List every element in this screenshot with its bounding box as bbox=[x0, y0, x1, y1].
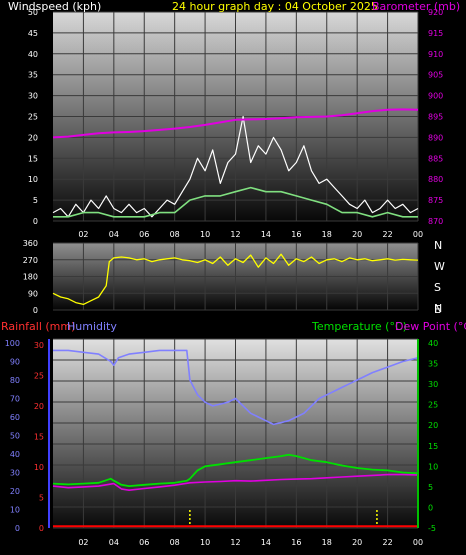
x-tick-top: 18 bbox=[322, 230, 332, 239]
temperature-y-tick: 35 bbox=[428, 360, 438, 369]
humidity-y-tick: 10 bbox=[10, 506, 20, 515]
wind-y-tick: 40 bbox=[28, 50, 38, 59]
barometer-y-tick: 900 bbox=[428, 92, 443, 101]
x-tick-bottom: 06 bbox=[139, 538, 149, 547]
barometer-y-tick: 905 bbox=[428, 71, 443, 80]
barometer-y-tick: 890 bbox=[428, 133, 443, 142]
x-tick-top: 20 bbox=[352, 230, 362, 239]
temperature-y-tick: 30 bbox=[428, 380, 438, 389]
humidity-y-tick: 60 bbox=[10, 413, 20, 422]
wind-y-tick: 35 bbox=[28, 71, 38, 80]
barometer-y-tick: 875 bbox=[428, 196, 443, 205]
humidity-y-tick: 0 bbox=[15, 524, 20, 533]
direction-y-tick: 270 bbox=[23, 256, 38, 265]
temperature-label: Temperature (°C) bbox=[311, 320, 407, 333]
wind-y-tick: 45 bbox=[28, 29, 38, 38]
temperature-line bbox=[52, 453, 419, 488]
barometer-y-tick: 870 bbox=[428, 217, 443, 226]
compass-label: N bbox=[434, 302, 442, 315]
humidity-y-tick: 80 bbox=[10, 376, 20, 385]
rain-y-tick: 5 bbox=[39, 494, 44, 503]
rain-y-tick: 0 bbox=[39, 524, 44, 533]
barometer-y-tick: 915 bbox=[428, 29, 443, 38]
humidity-y-tick: 20 bbox=[10, 487, 20, 496]
rain-y-tick: 20 bbox=[34, 402, 44, 411]
x-tick-top: 00 bbox=[413, 230, 423, 239]
humidity-label: Humidity bbox=[67, 320, 117, 333]
compass-label: W bbox=[434, 260, 445, 273]
barometer-y-tick: 880 bbox=[428, 175, 443, 184]
compass-label: E bbox=[434, 303, 441, 316]
x-tick-bottom: 00 bbox=[413, 538, 423, 547]
wind-average-line bbox=[53, 186, 418, 218]
temperature-y-tick: 10 bbox=[428, 462, 438, 471]
direction-y-tick: 0 bbox=[33, 306, 38, 315]
barometer-y-tick: 920 bbox=[428, 8, 443, 17]
x-tick-bottom: 20 bbox=[352, 538, 362, 547]
x-tick-top: 06 bbox=[139, 230, 149, 239]
barometer-y-tick: 895 bbox=[428, 113, 443, 122]
x-tick-bottom: 08 bbox=[170, 538, 180, 547]
direction-y-tick: 360 bbox=[23, 239, 38, 248]
wind-direction-line bbox=[52, 253, 419, 306]
wind-y-tick: 10 bbox=[28, 175, 38, 184]
x-tick-top: 10 bbox=[200, 230, 210, 239]
wind-y-tick: 50 bbox=[28, 8, 38, 17]
x-tick-top: 04 bbox=[109, 230, 119, 239]
humidity-line bbox=[53, 349, 419, 426]
x-tick-bottom: 16 bbox=[291, 538, 301, 547]
temperature-y-tick: -5 bbox=[428, 524, 436, 533]
humidity-y-tick: 30 bbox=[10, 469, 20, 478]
temperature-y-tick: 15 bbox=[428, 442, 438, 451]
wind-gust-line bbox=[52, 115, 419, 218]
barometer-line bbox=[52, 108, 419, 139]
temperature-y-tick: 20 bbox=[428, 421, 438, 430]
rain-y-tick: 30 bbox=[34, 341, 44, 350]
wind-y-tick: 15 bbox=[28, 154, 38, 163]
x-tick-top: 16 bbox=[291, 230, 301, 239]
x-tick-top: 02 bbox=[78, 230, 88, 239]
humidity-y-tick: 100 bbox=[5, 339, 20, 348]
barometer-y-tick: 910 bbox=[428, 50, 443, 59]
rainfall-label: Rainfall (mm) bbox=[1, 320, 75, 333]
humidity-y-tick: 40 bbox=[10, 450, 20, 459]
rain-y-tick: 10 bbox=[34, 463, 44, 472]
wind-y-tick: 5 bbox=[33, 196, 38, 205]
x-tick-bottom: 04 bbox=[109, 538, 119, 547]
rain-y-tick: 15 bbox=[34, 433, 44, 442]
direction-y-tick: 180 bbox=[23, 273, 38, 282]
compass-label: N bbox=[434, 239, 442, 252]
dewpoint-label: Dew Point (°C) bbox=[395, 320, 466, 333]
x-tick-top: 14 bbox=[261, 230, 271, 239]
x-tick-bottom: 18 bbox=[322, 538, 332, 547]
direction-y-tick: 90 bbox=[28, 289, 38, 298]
temperature-y-tick: 25 bbox=[428, 401, 438, 410]
temperature-y-tick: 5 bbox=[428, 483, 433, 492]
graph-title: 24 hour graph day : 04 October 2025 bbox=[172, 0, 378, 13]
humidity-y-tick: 50 bbox=[10, 432, 20, 441]
rain-y-tick: 25 bbox=[34, 372, 44, 381]
barometer-y-tick: 885 bbox=[428, 154, 443, 163]
x-tick-top: 12 bbox=[230, 230, 240, 239]
humidity-y-tick: 70 bbox=[10, 395, 20, 404]
humidity-y-tick: 90 bbox=[10, 358, 20, 367]
compass-label: S bbox=[434, 281, 441, 294]
x-tick-bottom: 02 bbox=[78, 538, 88, 547]
wind-y-tick: 30 bbox=[28, 92, 38, 101]
wind-y-tick: 25 bbox=[28, 113, 38, 122]
barometer-label: Barometer (mb) bbox=[372, 0, 460, 13]
x-tick-bottom: 14 bbox=[261, 538, 271, 547]
x-tick-bottom: 22 bbox=[382, 538, 392, 547]
temperature-y-tick: 0 bbox=[428, 503, 433, 512]
windspeed-label: Windspeed (kph) bbox=[8, 0, 101, 13]
wind-y-tick: 20 bbox=[28, 133, 38, 142]
x-tick-bottom: 10 bbox=[200, 538, 210, 547]
x-tick-top: 08 bbox=[170, 230, 180, 239]
temperature-y-tick: 40 bbox=[428, 339, 438, 348]
x-tick-top: 22 bbox=[382, 230, 392, 239]
x-tick-bottom: 12 bbox=[230, 538, 240, 547]
dewpoint-line bbox=[52, 473, 419, 492]
wind-y-tick: 0 bbox=[33, 217, 38, 226]
